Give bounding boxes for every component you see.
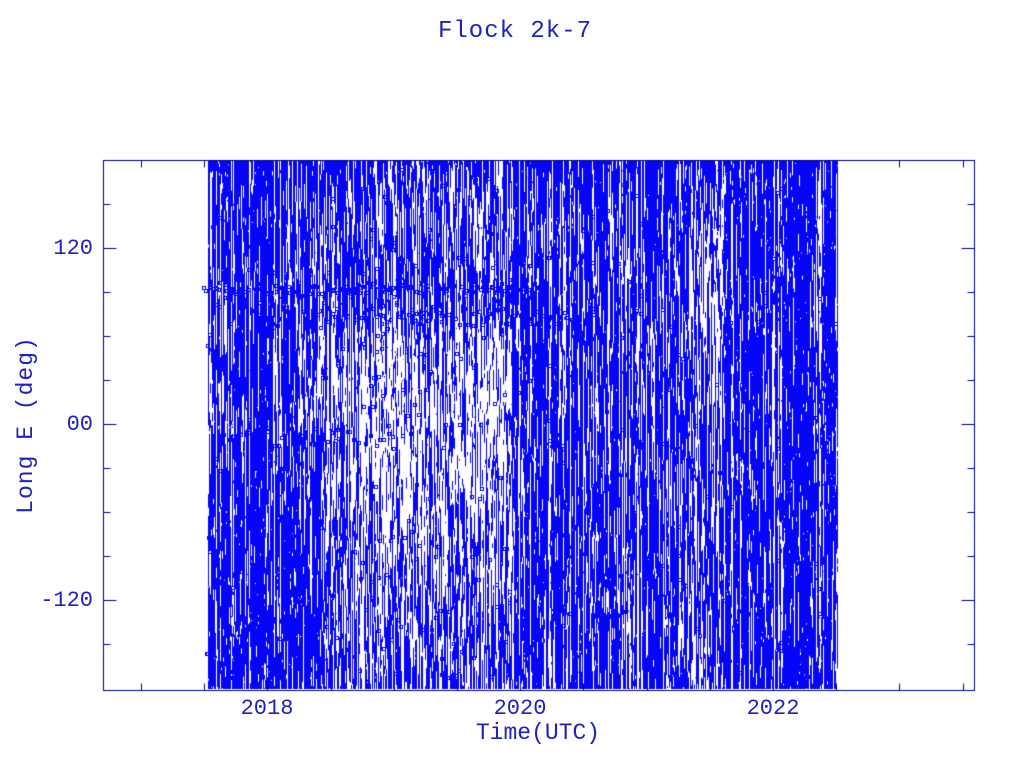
x-tick-label-2020: 2020 <box>493 696 547 721</box>
x-axis-label: Time(UTC) <box>475 720 601 746</box>
x-tick-label-2022: 2022 <box>746 696 800 721</box>
y-tick-label-0: 00 <box>66 412 93 437</box>
chart-title: Flock 2k-7 <box>437 18 593 45</box>
x-tick-label-2018: 2018 <box>240 696 294 721</box>
y-tick-label-120: 120 <box>53 236 93 261</box>
y-tick-label-minus120: -120 <box>40 588 93 613</box>
